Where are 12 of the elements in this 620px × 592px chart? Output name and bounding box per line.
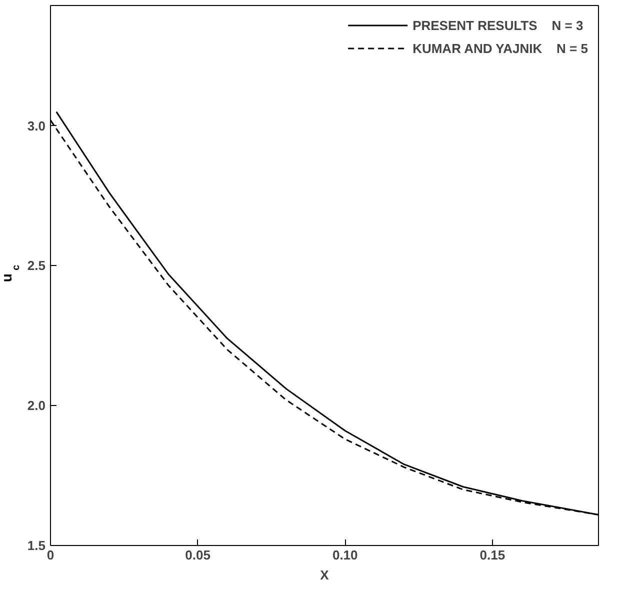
x-axis-title: X	[320, 568, 330, 582]
legend-label: KUMAR AND YAJNIK N = 5	[412, 40, 588, 56]
x-tick-label: 0.10	[332, 548, 358, 562]
y-axis-title: uc	[0, 264, 22, 282]
x-tick-label: 0	[46, 548, 54, 562]
x-tick-label: 0.15	[480, 548, 506, 562]
y-tick-label: 3.0	[27, 118, 46, 134]
x-tick-label: 0.05	[185, 548, 210, 562]
y-tick-label: 1.5	[27, 538, 46, 553]
y-tick-label: 2.5	[27, 258, 46, 274]
y-tick-label: 2.0	[27, 398, 46, 414]
legend-label: PRESENT RESULTS N = 3	[412, 18, 584, 32]
